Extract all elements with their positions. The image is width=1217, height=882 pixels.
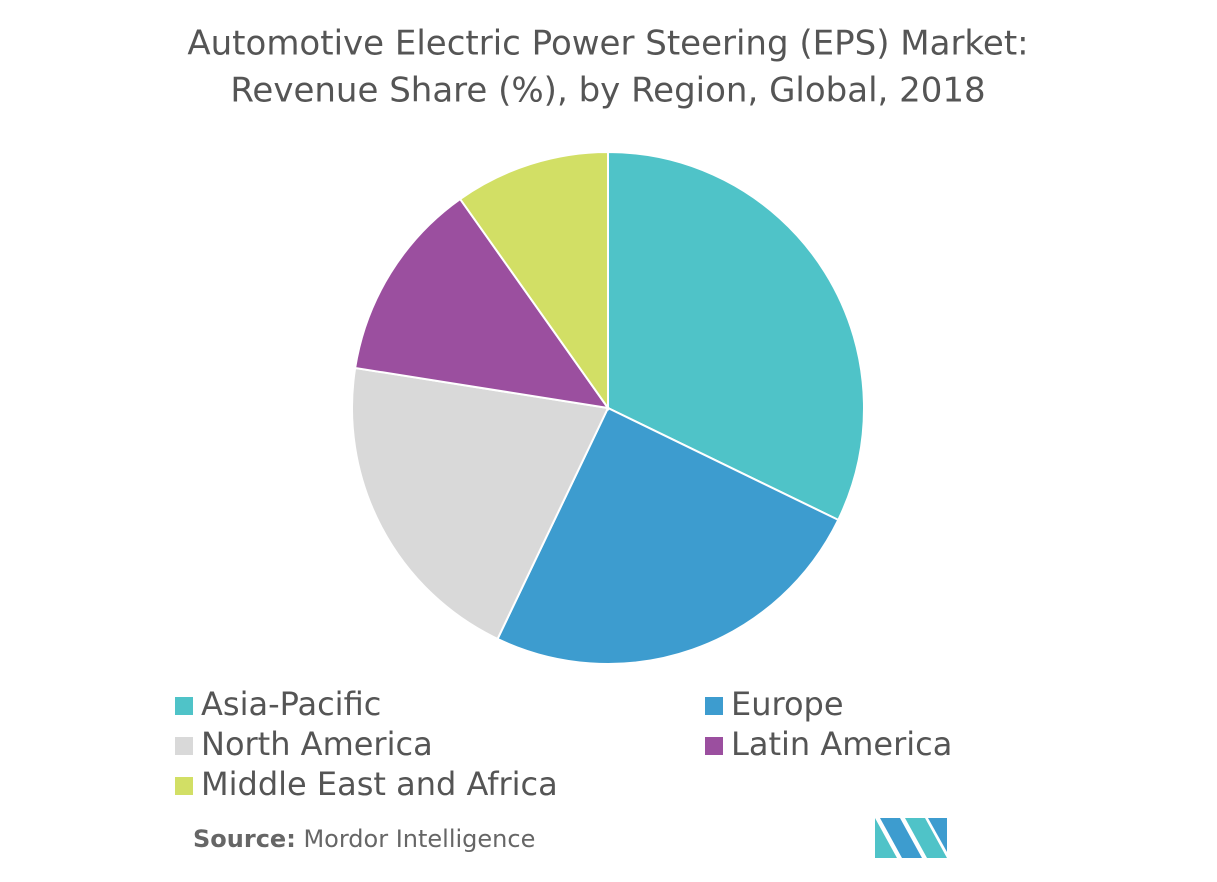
pie <box>351 150 865 665</box>
pie-slice <box>496 406 840 665</box>
source-label: Source: <box>193 825 296 853</box>
legend-swatch <box>175 697 193 715</box>
legend: Asia-Pacific Europe North America Latin Ame… <box>175 685 952 803</box>
legend-label: Middle East and Africa <box>201 765 558 803</box>
legend-swatch <box>175 737 193 755</box>
logo <box>875 818 947 858</box>
chart-title: Automotive Electric Power Steering (EPS)… <box>187 24 1028 64</box>
legend-label: Europe <box>731 685 844 723</box>
legend-swatch <box>705 737 723 755</box>
legend-label: North America <box>201 725 433 763</box>
pie-slice <box>351 366 610 641</box>
legend-label: Asia-Pacific <box>201 685 381 723</box>
legend-swatch <box>175 777 193 795</box>
source: Source: Mordor Intelligence <box>193 825 535 853</box>
legend-label: Latin America <box>731 725 952 763</box>
pie-slice <box>458 150 609 412</box>
pie-slice <box>354 197 611 410</box>
legend-swatch <box>705 697 723 715</box>
pie-slice <box>607 150 865 522</box>
source-text: Mordor Intelligence <box>303 825 535 853</box>
chart-subtitle: Revenue Share (%), by Region, Global, 20… <box>230 71 985 111</box>
